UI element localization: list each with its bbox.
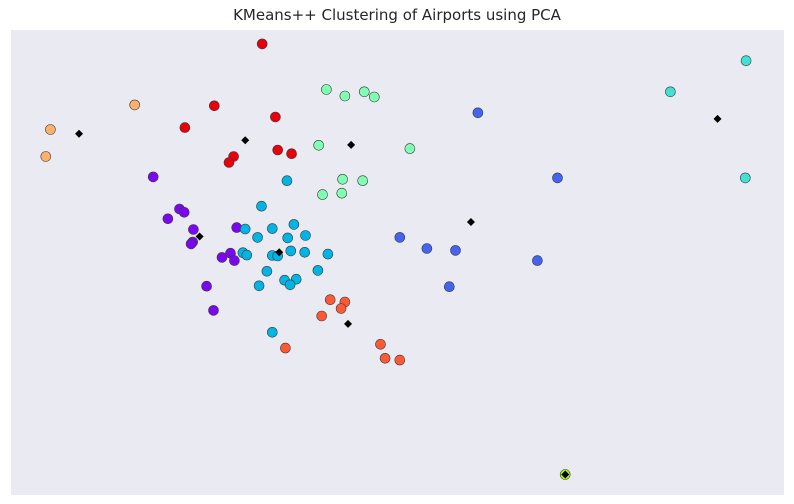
plot-area xyxy=(11,30,784,495)
data-point-cluster-6-5 xyxy=(300,230,311,241)
data-point-cluster-5-7 xyxy=(185,238,197,250)
data-point-cluster-6-2 xyxy=(288,219,300,230)
chart-title: KMeans++ Clustering of Airports using PC… xyxy=(233,6,561,24)
data-point-cluster-0-4 xyxy=(272,144,284,156)
data-point-cluster-3-6 xyxy=(443,281,455,293)
centroid-marker-0 xyxy=(241,136,250,145)
data-point-cluster-1-1 xyxy=(129,99,140,111)
data-point-cluster-1-0 xyxy=(45,124,56,135)
centroid-marker-1 xyxy=(75,129,84,138)
centroid-marker-4 xyxy=(713,114,722,123)
centroid-marker-7 xyxy=(344,319,353,328)
data-point-cluster-2-2 xyxy=(358,86,370,98)
data-point-cluster-7-7 xyxy=(280,342,291,354)
data-point-cluster-1-2 xyxy=(40,151,52,162)
data-point-cluster-0-6 xyxy=(286,148,297,159)
data-point-cluster-6-21 xyxy=(266,326,278,338)
data-point-cluster-6-9 xyxy=(299,247,311,258)
data-point-cluster-6-4 xyxy=(266,223,278,234)
data-point-cluster-2-0 xyxy=(321,84,332,95)
data-point-cluster-7-4 xyxy=(375,338,386,350)
data-point-cluster-7-3 xyxy=(316,310,328,322)
data-point-cluster-5-4 xyxy=(188,224,199,235)
data-point-cluster-3-4 xyxy=(450,245,461,256)
data-point-cluster-6-16 xyxy=(312,265,324,276)
centroid-marker-5 xyxy=(195,232,204,241)
data-point-cluster-6-8 xyxy=(285,245,297,257)
data-point-cluster-6-6 xyxy=(252,232,263,243)
data-point-cluster-2-6 xyxy=(337,174,348,185)
data-point-cluster-5-3 xyxy=(162,213,174,225)
data-point-cluster-2-8 xyxy=(317,189,328,200)
data-point-cluster-5-10 xyxy=(229,255,240,266)
centroid-marker-8 xyxy=(561,470,570,479)
data-point-cluster-6-19 xyxy=(253,280,265,292)
data-point-cluster-0-3 xyxy=(270,111,281,123)
data-point-cluster-2-1 xyxy=(339,90,351,102)
data-point-cluster-6-0 xyxy=(281,175,293,186)
data-points xyxy=(40,38,752,480)
data-point-cluster-7-2 xyxy=(335,303,347,314)
data-point-cluster-2-9 xyxy=(336,187,348,199)
centroid-marker-3 xyxy=(466,218,475,227)
data-point-cluster-6-7 xyxy=(282,232,294,244)
data-point-cluster-3-0 xyxy=(472,107,484,119)
data-point-cluster-3-1 xyxy=(552,172,563,184)
data-point-cluster-0-1 xyxy=(209,100,220,112)
centroid-marker-6 xyxy=(275,248,284,257)
data-point-cluster-0-7 xyxy=(223,157,235,168)
data-point-cluster-7-5 xyxy=(379,352,391,364)
data-point-cluster-4-1 xyxy=(665,86,676,98)
data-point-cluster-0-0 xyxy=(256,38,268,50)
data-point-cluster-7-0 xyxy=(324,294,336,306)
centroid-markers xyxy=(75,114,722,479)
data-point-cluster-7-6 xyxy=(394,354,406,366)
data-point-cluster-6-12 xyxy=(322,248,334,260)
data-point-cluster-5-9 xyxy=(216,252,228,263)
data-point-cluster-2-7 xyxy=(357,175,369,186)
data-point-cluster-3-2 xyxy=(394,232,406,243)
data-point-cluster-4-0 xyxy=(740,55,752,67)
data-point-cluster-2-5 xyxy=(404,143,416,154)
data-point-cluster-6-20 xyxy=(284,279,296,291)
data-point-cluster-5-2 xyxy=(178,207,190,218)
data-point-cluster-3-5 xyxy=(532,255,543,266)
data-point-cluster-6-15 xyxy=(261,265,273,277)
data-point-cluster-3-3 xyxy=(421,243,433,254)
data-point-cluster-5-11 xyxy=(201,280,212,292)
data-point-cluster-5-12 xyxy=(208,305,219,316)
data-point-cluster-5-0 xyxy=(147,171,159,183)
data-point-cluster-0-2 xyxy=(179,122,191,133)
data-point-cluster-6-3 xyxy=(239,223,251,235)
data-point-cluster-4-2 xyxy=(739,172,751,184)
data-point-cluster-2-3 xyxy=(368,91,380,103)
data-point-cluster-6-1 xyxy=(256,200,267,212)
centroid-marker-2 xyxy=(347,140,356,149)
data-point-cluster-2-4 xyxy=(313,140,325,151)
data-point-cluster-6-11 xyxy=(241,249,253,261)
